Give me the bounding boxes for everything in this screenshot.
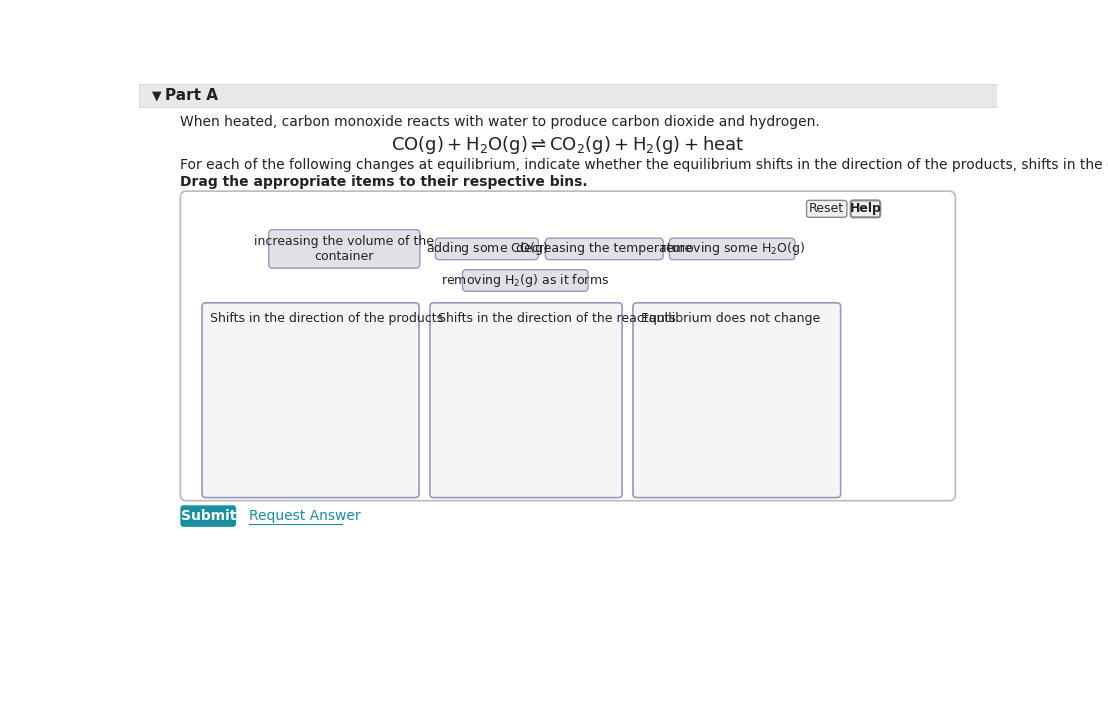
Text: ▼: ▼: [153, 89, 162, 102]
Text: Shifts in the direction of the reactants: Shifts in the direction of the reactants: [438, 312, 676, 325]
Bar: [138, 84, 997, 107]
FancyBboxPatch shape: [202, 303, 419, 498]
Text: $\mathrm{CO(g) + H_2O(g) \rightleftharpoons CO_2(g) + H_2(g) + heat}$: $\mathrm{CO(g) + H_2O(g) \rightleftharpo…: [391, 134, 745, 156]
Text: Request Answer: Request Answer: [248, 509, 360, 523]
Text: For each of the following changes at equilibrium, indicate whether the equilibri: For each of the following changes at equ…: [181, 158, 1108, 172]
Text: When heated, carbon monoxide reacts with water to produce carbon dioxide and hyd: When heated, carbon monoxide reacts with…: [181, 115, 820, 129]
Text: Submit: Submit: [181, 509, 236, 523]
Text: Drag the appropriate items to their respective bins.: Drag the appropriate items to their resp…: [181, 175, 588, 189]
FancyBboxPatch shape: [430, 303, 622, 498]
FancyBboxPatch shape: [181, 505, 236, 527]
Text: increasing the volume of the
container: increasing the volume of the container: [254, 235, 434, 263]
FancyBboxPatch shape: [851, 200, 880, 217]
Text: removing $\mathrm{H_2(g)}$ as it forms: removing $\mathrm{H_2(g)}$ as it forms: [441, 272, 609, 289]
Text: removing some $\mathrm{H_2O(g)}$: removing some $\mathrm{H_2O(g)}$: [659, 240, 804, 257]
Text: decreasing the temperature: decreasing the temperature: [516, 243, 692, 255]
FancyBboxPatch shape: [462, 270, 588, 291]
FancyBboxPatch shape: [269, 230, 420, 268]
Text: adding some $\mathrm{CO(g)}$: adding some $\mathrm{CO(g)}$: [425, 240, 547, 257]
FancyBboxPatch shape: [807, 200, 847, 217]
FancyBboxPatch shape: [545, 238, 664, 259]
FancyBboxPatch shape: [633, 303, 841, 498]
FancyBboxPatch shape: [435, 238, 538, 259]
Text: Part A: Part A: [165, 88, 218, 103]
Text: Reset: Reset: [809, 203, 844, 215]
Text: Shifts in the direction of the products: Shifts in the direction of the products: [209, 312, 443, 325]
Text: Help: Help: [850, 203, 881, 215]
FancyBboxPatch shape: [669, 238, 794, 259]
Text: Equilibrium does not change: Equilibrium does not change: [640, 312, 820, 325]
FancyBboxPatch shape: [181, 191, 955, 501]
